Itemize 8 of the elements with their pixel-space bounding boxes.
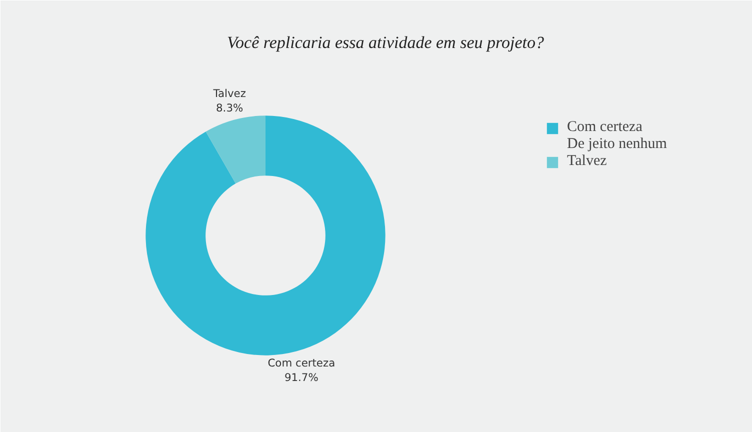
data-label: 91.7% [284,370,318,384]
category-label: De jeito nenhum [567,136,667,152]
legend-label: Talvez [567,153,607,170]
legend-label: Com certeza [567,119,642,136]
chart-title: Você replicaria essa atividade em seu projeto? [227,33,544,52]
slice-label: Com certeza [268,356,336,370]
slice-label: Talvez [212,87,246,100]
data-label: 8.3% [216,102,244,115]
